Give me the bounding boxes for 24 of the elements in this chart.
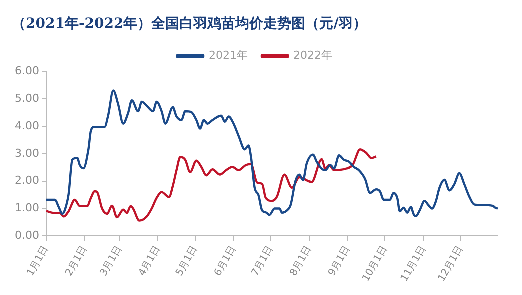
x-tick-label: 7月1日 [250,244,276,278]
y-tick-label: 6.00 [14,64,40,78]
line-series [46,90,498,218]
x-tick-label: 6月1日 [212,244,239,278]
y-tick-label: 2.00 [14,174,40,188]
chart-title: （2021年-2022年）全国白羽鸡苗均价走势图（元/羽） [12,16,367,32]
x-tick-label: 10月1日 [360,244,390,284]
y-tick-label: 0.00 [14,229,40,242]
y-tick-label: 3.00 [14,146,40,160]
line-series [46,148,378,222]
x-tick-label: 9月1日 [326,244,353,278]
legend-label: 2022年 [294,49,332,62]
x-tick-label: 5月1日 [174,244,200,278]
y-tick-label: 1.00 [14,202,40,215]
x-tick-label: 11月1日 [399,244,428,284]
x-tick-label: 3月1日 [98,244,125,278]
x-tick-label: 12月1日 [436,244,466,284]
x-tick-label: 8月1日 [288,244,314,278]
y-tick-label: 5.00 [14,92,40,106]
x-tick-label: 2月1日 [64,244,90,278]
y-tick-label: 4.00 [14,119,40,132]
x-tick-label: 4月1日 [137,244,163,278]
x-tick-label: 1月1日 [25,244,52,278]
legend-label: 2021年 [209,49,248,62]
